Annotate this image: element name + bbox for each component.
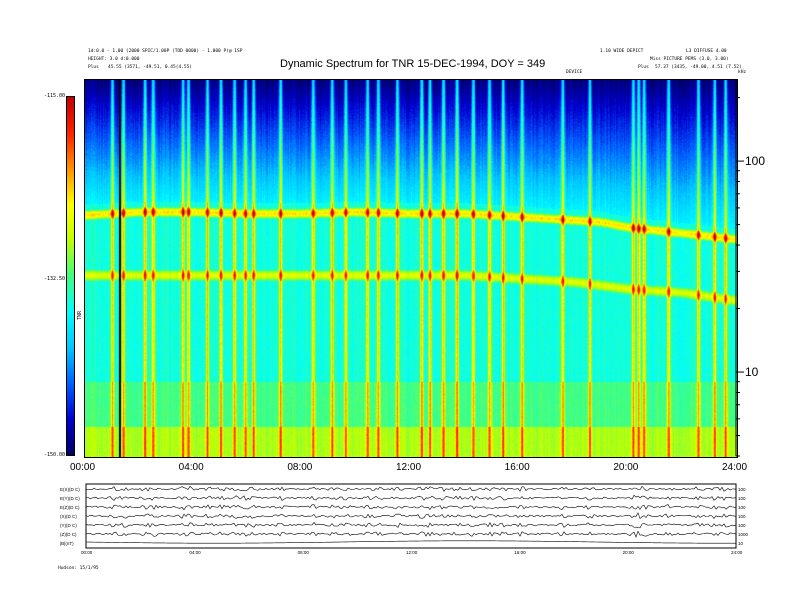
panel-right-tick: 100 <box>738 514 746 519</box>
header-left-tag: Plus <box>88 65 99 70</box>
header-left-line2: HEIGHT: 3.0 d:0.000 <box>88 57 140 62</box>
colorbar-tick-mid: -132.50 <box>44 276 66 282</box>
colorbar <box>66 96 75 456</box>
panel-right-tick: 100 <box>738 496 746 501</box>
panel-time-tick: 16:00 <box>514 550 526 555</box>
panel-label: (Y)(D C) <box>60 523 77 528</box>
panel-right-tick: 1000 <box>738 532 749 537</box>
time-tick-label: 20:00 <box>613 462 639 473</box>
header-right-line1: 1.10 WIDE DEPICT <box>600 49 644 54</box>
panel-label: (Z)(D C) <box>60 532 77 537</box>
time-tick-label: 16:00 <box>504 462 530 473</box>
panel-right-tick: 10 <box>738 541 744 546</box>
panel-label: (X)(D C) <box>60 514 77 519</box>
panel-time-tick: 12:00 <box>406 550 418 555</box>
panel-label: |B|(nT) <box>60 541 74 546</box>
panels-frame <box>85 483 737 549</box>
panel-right-tick: 100 <box>738 505 746 510</box>
header-right-line2: Miss PICTURE PEMS (3.0, 3.00) <box>650 57 729 62</box>
panel-label: E(X)(D C) <box>60 487 80 492</box>
data-panels: E(X)(D C) 100 E(Y)(D C) 100 E(Z)(D C) 100 (X)(… <box>60 483 749 555</box>
panel-trace <box>85 485 737 492</box>
header-right-line3: 57.37 (3435, -49.00, 4.51 (7.52) <box>655 65 742 70</box>
frequency-tick-label: 100 <box>745 154 765 168</box>
header-left-line3: 45.55 (3571, -49.51, 0.45(4.55) <box>108 65 192 70</box>
header-right-tag: Plus <box>638 65 649 70</box>
header-left-line1: 1d:0.0 - 1.00 (2000 SPIC/1.00P (TOD 0000… <box>88 49 243 54</box>
panel-trace <box>85 494 737 501</box>
panel-trace <box>85 540 736 544</box>
panel-trace <box>85 530 737 538</box>
panel-label: E(Z)(D C) <box>60 505 80 510</box>
panel-time-tick: 04:00 <box>189 550 201 555</box>
chart-title: Dynamic Spectrum for TNR 15-DEC-1994, DO… <box>280 58 546 70</box>
header-device: DEVICE <box>566 70 583 75</box>
panel-trace <box>85 522 737 529</box>
time-tick-label: 00:00 <box>70 462 96 473</box>
panel-time-tick: 08:00 <box>298 550 310 555</box>
time-tick-label: 08:00 <box>287 462 313 473</box>
panel-trace <box>85 512 737 520</box>
colorbar-label: TNR <box>77 310 83 320</box>
colorbar-tick-top: -115.00 <box>44 93 66 99</box>
header-right-line1b: L3 DIFFUSE 4.00 <box>686 49 727 54</box>
panel-time-tick: 20:00 <box>623 550 635 555</box>
time-tick-label: 04:00 <box>178 462 204 473</box>
panel-time-tick: 24:00 <box>731 550 743 555</box>
panel-time-tick: 00:00 <box>81 550 93 555</box>
frequency-axis: 10 100 <box>735 79 765 457</box>
time-tick-label: 12:00 <box>396 462 422 473</box>
frequency-tick-label: 10 <box>745 365 759 379</box>
panel-right-tick: 100 <box>738 523 746 528</box>
time-tick-label: 24:00 <box>722 462 748 473</box>
footer-note: Hudson: 15/1/95 <box>58 566 99 571</box>
khz-label: kHz <box>738 70 747 75</box>
panel-right-tick: 100 <box>738 487 746 492</box>
panel-trace <box>85 504 737 511</box>
spectrogram <box>84 79 738 458</box>
colorbar-tick-bottom: -150.00 <box>44 452 66 458</box>
panel-label: E(Y)(D C) <box>60 496 80 501</box>
